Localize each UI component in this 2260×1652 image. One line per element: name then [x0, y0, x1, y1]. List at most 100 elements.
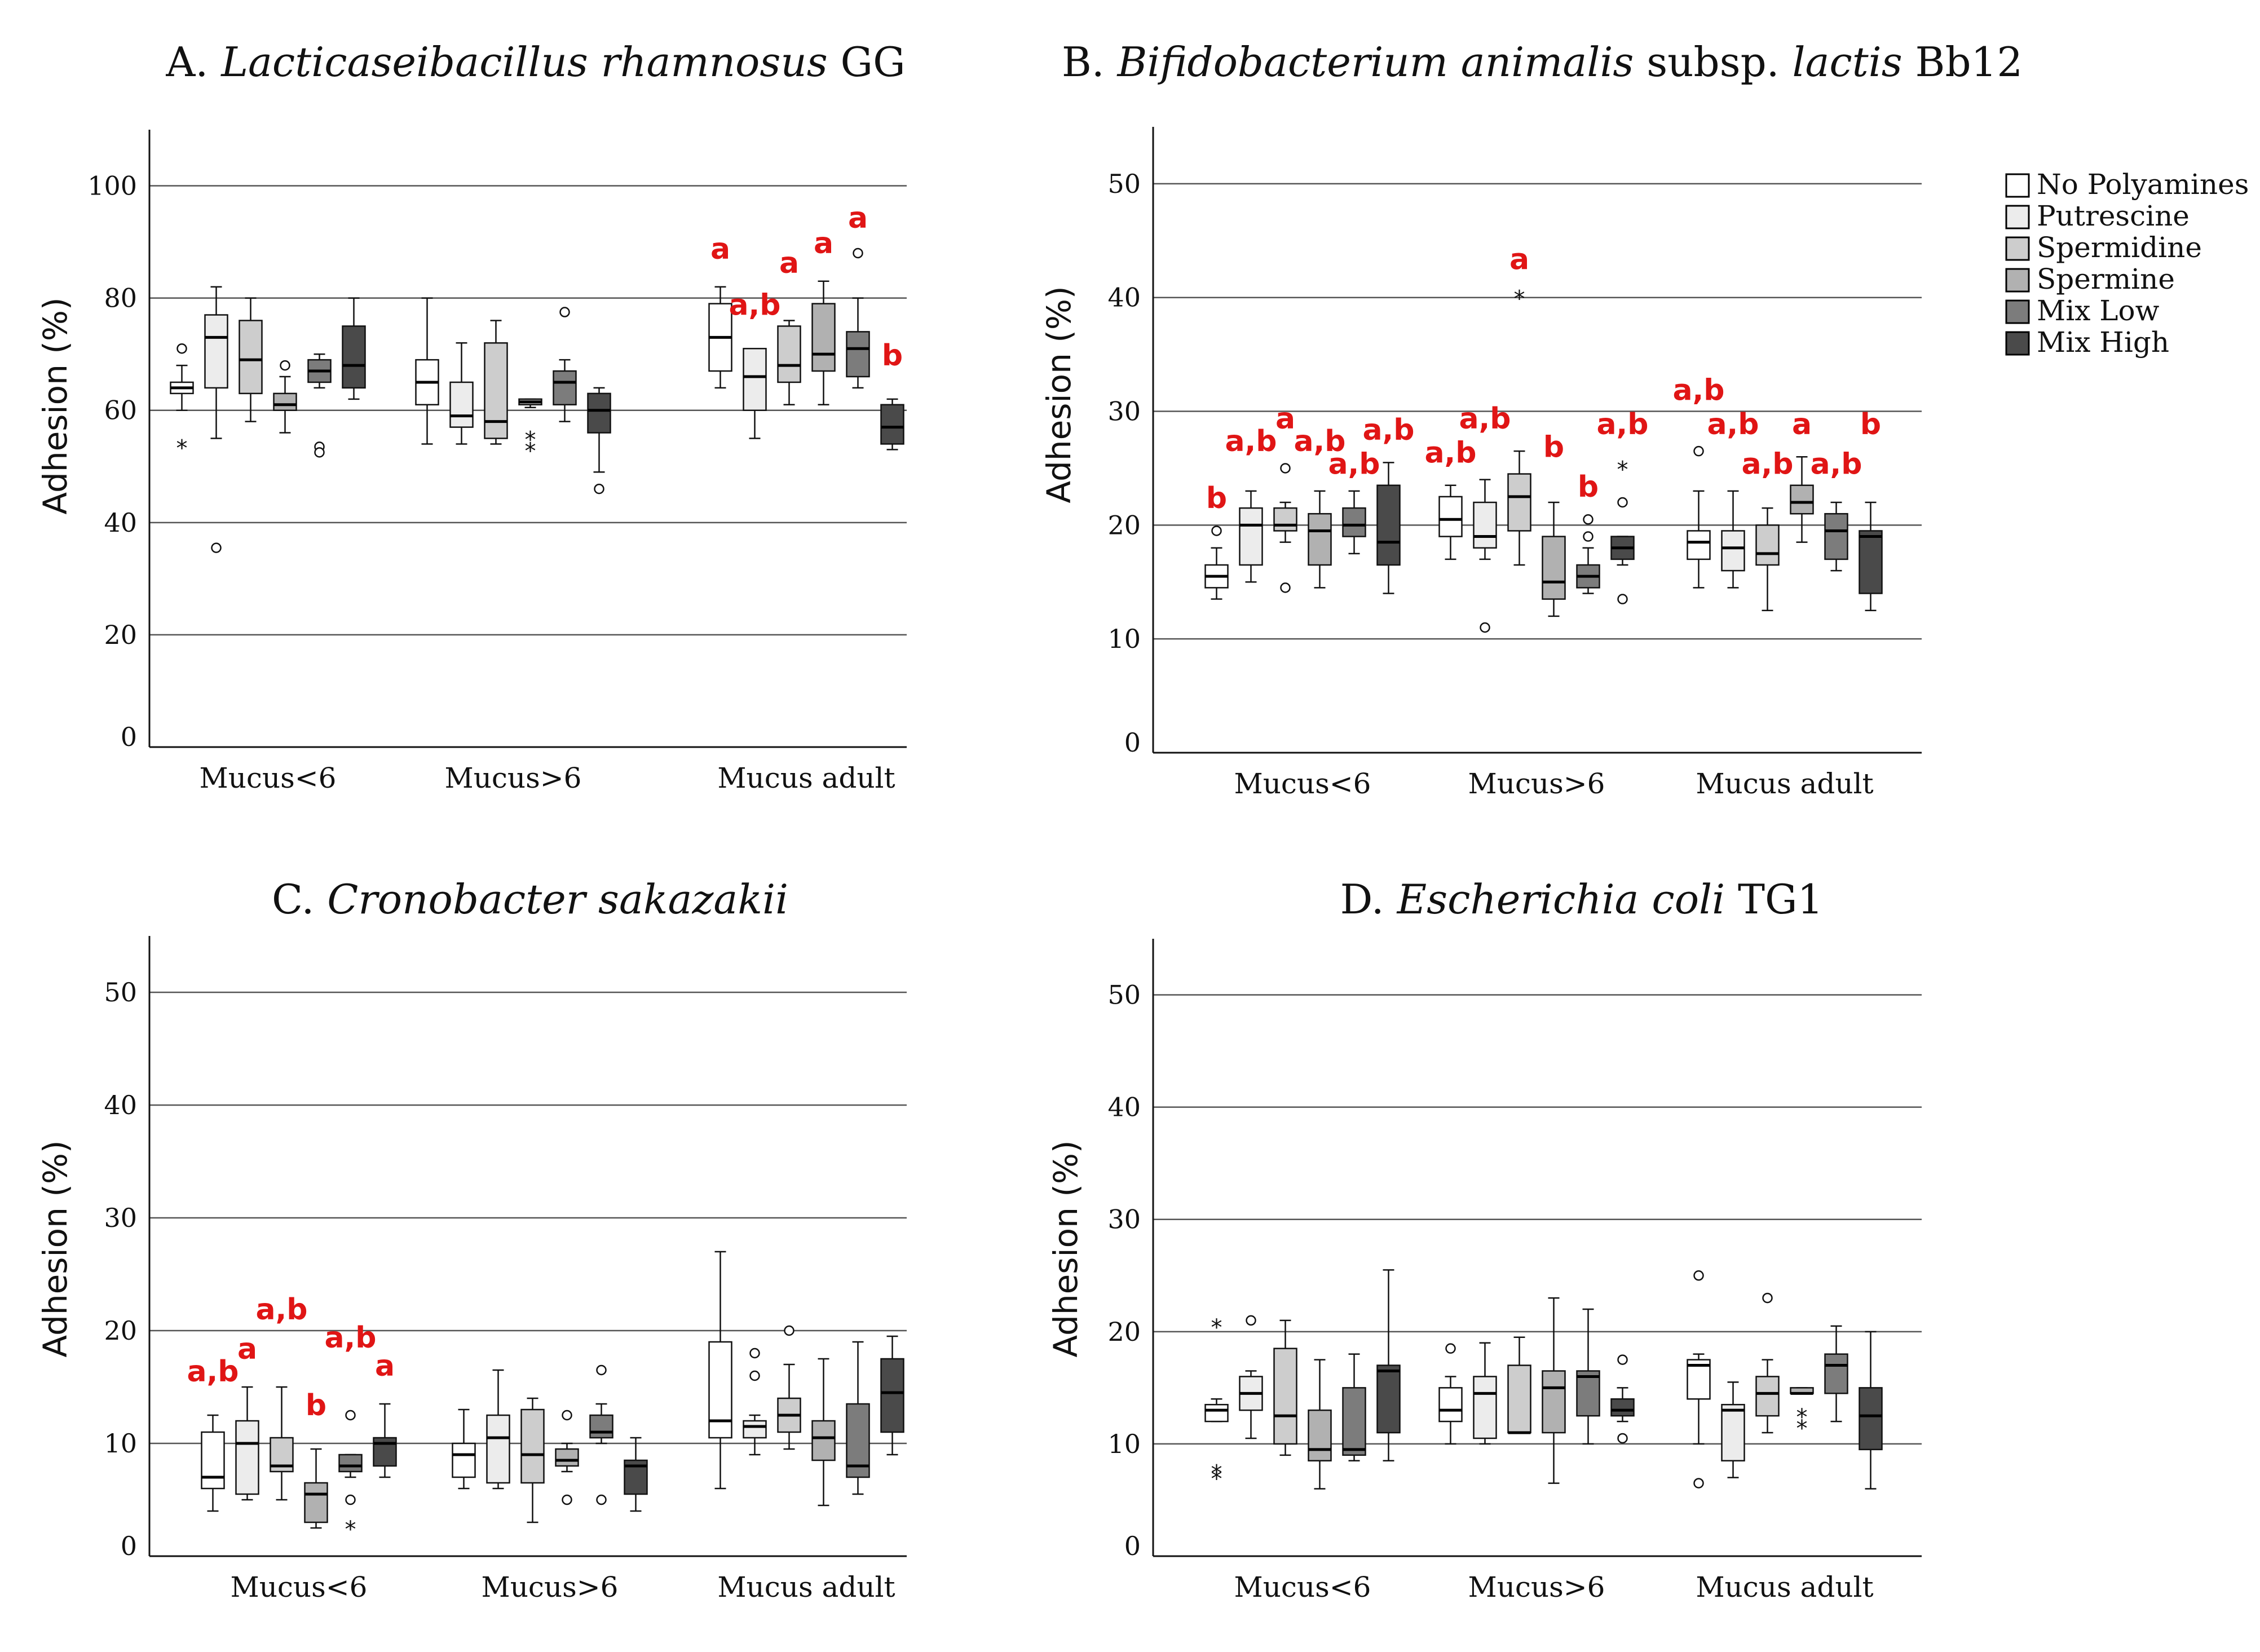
significance-label: b — [1860, 408, 1881, 441]
box-spermine — [1542, 501, 1566, 617]
legend-label-mix-low: Mix Low — [2037, 294, 2160, 327]
box-no-polyamines — [415, 297, 439, 445]
box-spermidine — [1507, 1336, 1531, 1434]
x-tick-label: Mucus adult — [1696, 767, 1873, 800]
significance-label: a,b — [1596, 408, 1648, 441]
box-spermidine — [1273, 463, 1297, 593]
box-no-polyamines — [708, 1251, 732, 1490]
x-tick-label: Mucus>6 — [1468, 1571, 1605, 1604]
outlier-point — [1693, 1478, 1704, 1488]
legend-swatch-spermine — [2005, 268, 2030, 293]
outlier-point — [314, 447, 325, 458]
y-tick-label: 30 — [1107, 1204, 1141, 1235]
y-axis-label-panel-a: Adhesion (%) — [36, 297, 74, 514]
y-tick-label: 0 — [1124, 1531, 1141, 1561]
significance-label: a,b — [187, 1355, 239, 1389]
box-mix-low — [1342, 1353, 1366, 1462]
box-spermidine — [239, 297, 263, 422]
significance-label: b — [306, 1389, 326, 1423]
legend-swatch-putrescine — [2005, 205, 2030, 229]
title-panel-b: B. Bifidobacterium animalis subsp. lacti… — [1062, 38, 2023, 86]
y-tick-label: 10 — [1107, 624, 1141, 654]
box-mix-high — [373, 1403, 397, 1478]
box-body — [880, 1358, 904, 1433]
significance-label: a,b — [729, 289, 780, 323]
significance-label: a,b — [1294, 425, 1345, 458]
significance-label: a — [814, 227, 833, 260]
box-mix-low — [307, 353, 332, 458]
box-body — [587, 392, 611, 434]
outlier-point — [749, 1370, 760, 1381]
box-spermidine: * — [1507, 286, 1531, 566]
box-mix-high — [1376, 1269, 1401, 1462]
extreme-point: * — [525, 438, 536, 464]
box-body — [239, 320, 263, 395]
title-panel-d: D. Escherichia coli TG1 — [1340, 876, 1824, 923]
outlier-point — [1583, 531, 1594, 542]
significance-label: b — [882, 339, 903, 373]
significance-label: a,b — [1810, 448, 1862, 482]
y-axis-label-panel-c: Adhesion (%) — [36, 1140, 74, 1357]
box-mix-high — [342, 297, 366, 400]
box-putrescine — [204, 286, 228, 553]
box-spermine — [811, 280, 836, 406]
significance-label: a,b — [1707, 408, 1759, 441]
box-spermidine — [270, 1386, 294, 1501]
y-tick-label: 100 — [87, 171, 137, 201]
y-tick-label: 30 — [104, 1203, 137, 1233]
box-putrescine — [1473, 479, 1497, 633]
box-body — [1376, 484, 1401, 566]
significance-label: a,b — [255, 1293, 307, 1327]
box-body — [1438, 496, 1463, 537]
outlier-point — [562, 1410, 572, 1421]
box-body — [235, 1420, 259, 1495]
y-tick-label: 40 — [104, 1090, 137, 1120]
x-tick-label: Mucus adult — [1696, 1571, 1873, 1604]
box-putrescine — [1239, 1315, 1263, 1439]
box-spermine — [555, 1410, 579, 1505]
box-mix-high — [880, 398, 904, 450]
outlier-point — [1583, 514, 1594, 525]
y-tick-label: 40 — [1107, 1092, 1141, 1123]
box-body — [1721, 530, 1745, 572]
outlier-point — [1246, 1315, 1256, 1326]
significance-label: a — [237, 1332, 257, 1366]
extreme-point: * — [1211, 1461, 1222, 1487]
box-body — [1755, 524, 1780, 566]
x-tick-label: Mucus<6 — [1234, 1571, 1371, 1604]
outlier-point — [1617, 1354, 1628, 1365]
box-body — [1576, 1370, 1600, 1417]
title-panel-c: C. Cronobacter sakazakii — [272, 876, 788, 923]
box-body — [1859, 530, 1883, 594]
box-putrescine — [486, 1369, 510, 1490]
box-no-polyamines — [452, 1408, 476, 1490]
box-body — [342, 325, 366, 389]
outlier-point — [749, 1348, 760, 1359]
extreme-point: * — [525, 427, 536, 453]
box-body — [1824, 1353, 1848, 1394]
significance-label: a — [710, 232, 730, 266]
box-body — [1542, 536, 1566, 600]
x-tick-label: Mucus<6 — [200, 762, 337, 794]
box-putrescine — [449, 342, 474, 445]
outlier-point — [1693, 1270, 1704, 1281]
box-body — [1755, 1376, 1780, 1417]
box-body — [273, 392, 297, 411]
box-no-polyamines: *** — [1204, 1315, 1229, 1492]
significance-label: a,b — [1225, 425, 1277, 458]
box-body — [1473, 1376, 1497, 1439]
box-spermidine — [777, 1325, 801, 1450]
box-spermidine — [777, 320, 801, 406]
outlier-point — [1693, 445, 1704, 457]
outlier-point — [594, 483, 604, 494]
box-putrescine — [235, 1386, 259, 1501]
outlier-point — [1280, 463, 1291, 474]
significance-label: b — [1206, 482, 1227, 515]
significance-label: a — [848, 201, 868, 235]
outlier-point — [596, 1494, 607, 1505]
box-body — [743, 347, 767, 411]
box-body — [1687, 530, 1711, 560]
box-body — [1859, 1387, 1883, 1451]
significance-label: a,b — [1328, 448, 1380, 482]
